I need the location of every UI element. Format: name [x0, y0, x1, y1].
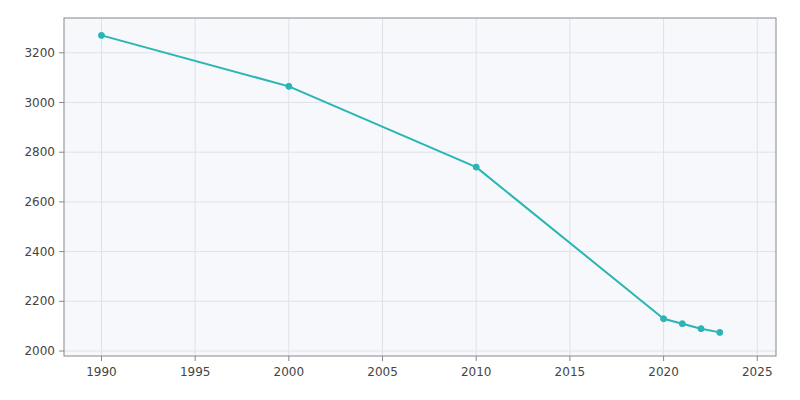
y-tick-label: 2800: [24, 145, 55, 159]
tick-mark-x: [569, 356, 570, 361]
tick-mark-y: [59, 152, 64, 153]
tick-mark-x: [757, 356, 758, 361]
y-tick-label: 3000: [24, 96, 55, 110]
grid-line-x: [757, 18, 758, 356]
plot-frame: [64, 18, 776, 356]
x-tick-label: 2015: [555, 365, 586, 379]
grid-line-y: [64, 301, 776, 302]
tick-mark-x: [101, 356, 102, 361]
data-point: [717, 329, 723, 335]
data-point: [679, 321, 685, 327]
tick-mark-y: [59, 301, 64, 302]
y-tick-label: 2400: [24, 245, 55, 259]
tick-mark-y: [59, 52, 64, 53]
x-tick-label: 2025: [742, 365, 773, 379]
tick-mark-x: [663, 356, 664, 361]
grid-line-x: [663, 18, 664, 356]
tick-mark-y: [59, 102, 64, 103]
grid-line-y: [64, 152, 776, 153]
grid-line-y: [64, 251, 776, 252]
x-tick-label: 2005: [367, 365, 398, 379]
x-tick-label: 2010: [461, 365, 492, 379]
data-point: [661, 316, 667, 322]
series: [98, 32, 722, 335]
y-tick-label: 3200: [24, 46, 55, 60]
series-line: [101, 35, 719, 332]
grid-line-x: [288, 18, 289, 356]
chart-svg: 1990 1995 2000 2005 2010 2015 2020 2025 2000 2200…: [0, 0, 800, 400]
data-point: [698, 326, 704, 332]
y-tick-label: 2200: [24, 294, 55, 308]
plot-background: [64, 18, 776, 356]
grid-line-x: [101, 18, 102, 356]
tick-mark-x: [382, 356, 383, 361]
grid-line-x: [476, 18, 477, 356]
grid-line-y: [64, 351, 776, 352]
tick-mark-y: [59, 251, 64, 252]
y-tick-label: 2600: [24, 195, 55, 209]
tick-labels: 1990 1995 2000 2005 2010 2015 2020 2025 2000 2200…: [24, 46, 772, 379]
grid-line-y: [64, 102, 776, 103]
chart-container: 1990 1995 2000 2005 2010 2015 2020 2025 2000 2200…: [0, 0, 800, 400]
data-point: [473, 164, 479, 170]
grid: [59, 18, 776, 361]
y-tick-label: 2000: [24, 344, 55, 358]
tick-mark-x: [288, 356, 289, 361]
data-point: [98, 32, 104, 38]
data-point: [286, 83, 292, 89]
grid-line-x: [569, 18, 570, 356]
tick-mark-x: [195, 356, 196, 361]
grid-line-x: [195, 18, 196, 356]
tick-mark-y: [59, 351, 64, 352]
x-tick-label: 2020: [648, 365, 679, 379]
x-tick-label: 2000: [274, 365, 305, 379]
grid-line-y: [64, 52, 776, 53]
x-tick-label: 1995: [180, 365, 211, 379]
x-tick-label: 1990: [86, 365, 117, 379]
grid-line-x: [382, 18, 383, 356]
tick-mark-x: [476, 356, 477, 361]
tick-mark-y: [59, 201, 64, 202]
grid-line-y: [64, 201, 776, 202]
